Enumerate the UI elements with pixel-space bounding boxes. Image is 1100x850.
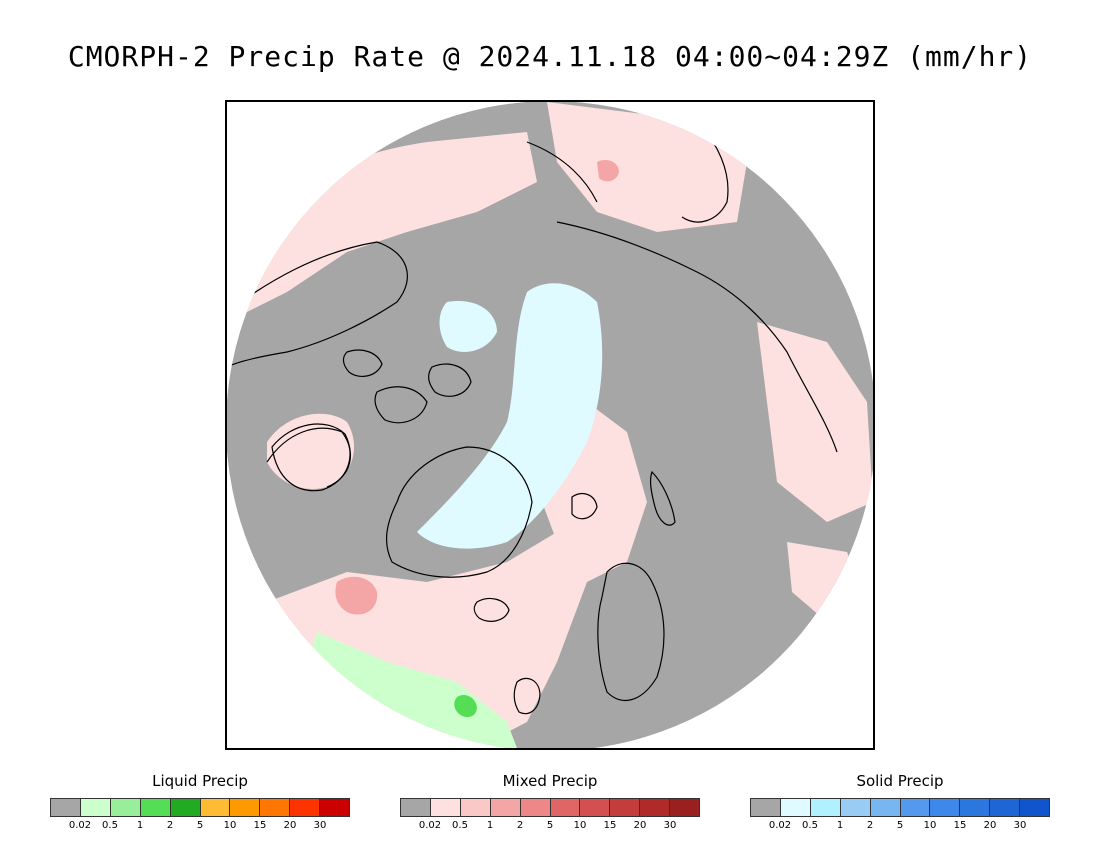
legend-tick-label: 15 <box>603 820 617 831</box>
legend-swatch <box>460 799 491 816</box>
legend-swatch <box>1020 799 1050 816</box>
legend-tick-label: 10 <box>223 820 237 831</box>
legend-tick-label: 10 <box>573 820 587 831</box>
legend-swatch <box>230 799 261 816</box>
legend-tick-label: 1 <box>486 820 494 831</box>
solid-precip-region-canada <box>439 301 497 352</box>
legend-tick-label: 0.5 <box>452 820 468 831</box>
legend-title: Liquid Precip <box>152 772 248 790</box>
legend-swatch <box>200 799 231 816</box>
legend-ticks: 0.02 0.5 1 2 5 10 15 20 30 <box>400 820 700 834</box>
legend-tick-label: 30 <box>1013 820 1027 831</box>
legend-tick-label: 20 <box>983 820 997 831</box>
legend-swatch <box>780 799 811 816</box>
legend-swatches <box>750 798 1050 817</box>
legend-swatch <box>80 799 111 816</box>
legend-swatch <box>810 799 841 816</box>
mixed-precip-region-siberia <box>757 322 873 522</box>
legend-swatch <box>870 799 901 816</box>
legend-swatch <box>260 799 291 816</box>
legend-tick-label: 20 <box>633 820 647 831</box>
legend-swatch <box>990 799 1021 816</box>
liquid-precip-moderate <box>454 695 477 718</box>
legend-swatch <box>840 799 871 816</box>
legend-mixed: Mixed Precip 0.02 0.5 1 2 5 10 15 20 30 <box>400 772 700 834</box>
legend-swatch <box>520 799 551 816</box>
legend-title: Solid Precip <box>856 772 944 790</box>
legend-swatch <box>640 799 671 816</box>
legend-swatch <box>170 799 201 816</box>
legend-swatch <box>401 799 431 816</box>
legend-swatch <box>430 799 461 816</box>
legend-tick-label: 20 <box>283 820 297 831</box>
legend-solid: Solid Precip 0.02 0.5 1 2 5 10 15 20 30 <box>750 772 1050 834</box>
legend-tick-label: 2 <box>166 820 174 831</box>
coastlines <box>227 121 838 715</box>
legend-tick-label: 30 <box>663 820 677 831</box>
legend-ticks: 0.02 0.5 1 2 5 10 15 20 30 <box>50 820 350 834</box>
legend-tick-label: 5 <box>196 820 204 831</box>
legend-tick-label: 15 <box>253 820 267 831</box>
legend-swatch <box>140 799 171 816</box>
solid-precip-region-arctic <box>417 283 603 549</box>
legend-swatch <box>290 799 321 816</box>
legend-swatch <box>960 799 991 816</box>
legend-swatch <box>900 799 931 816</box>
legend-swatch <box>110 799 141 816</box>
legend-tick-label: 0.02 <box>418 820 442 831</box>
legend-swatches <box>50 798 350 817</box>
legend-swatch <box>580 799 611 816</box>
legend-tick-label: 10 <box>923 820 937 831</box>
mixed-precip-moderate <box>335 576 378 615</box>
mixed-precip-moderate-2 <box>597 160 619 182</box>
legend-swatch <box>550 799 581 816</box>
legend-swatch <box>51 799 81 816</box>
legend-swatch <box>670 799 700 816</box>
legend-tick-label: 0.5 <box>802 820 818 831</box>
polar-map <box>227 102 873 748</box>
legend-swatch <box>751 799 781 816</box>
legend-swatches <box>400 798 700 817</box>
legend-tick-label: 0.02 <box>68 820 92 831</box>
legend-tick-label: 2 <box>516 820 524 831</box>
legend-swatch <box>490 799 521 816</box>
legend-title: Mixed Precip <box>502 772 598 790</box>
legend-tick-label: 1 <box>836 820 844 831</box>
legend-tick-label: 2 <box>866 820 874 831</box>
legend-swatch <box>610 799 641 816</box>
legend-tick-label: 5 <box>896 820 904 831</box>
legend-tick-label: 0.02 <box>768 820 792 831</box>
legend-tick-label: 15 <box>953 820 967 831</box>
legend-ticks: 0.02 0.5 1 2 5 10 15 20 30 <box>750 820 1050 834</box>
legend-tick-label: 30 <box>313 820 327 831</box>
legend-liquid: Liquid Precip 0.02 0.5 1 2 5 10 15 20 30 <box>50 772 350 834</box>
legend-swatch <box>930 799 961 816</box>
legend-tick-label: 1 <box>136 820 144 831</box>
map-frame <box>225 100 875 750</box>
legend-tick-label: 0.5 <box>102 820 118 831</box>
map-title: CMORPH-2 Precip Rate @ 2024.11.18 04:00~… <box>67 40 1033 73</box>
legend-swatch <box>320 799 350 816</box>
legend-tick-label: 5 <box>546 820 554 831</box>
